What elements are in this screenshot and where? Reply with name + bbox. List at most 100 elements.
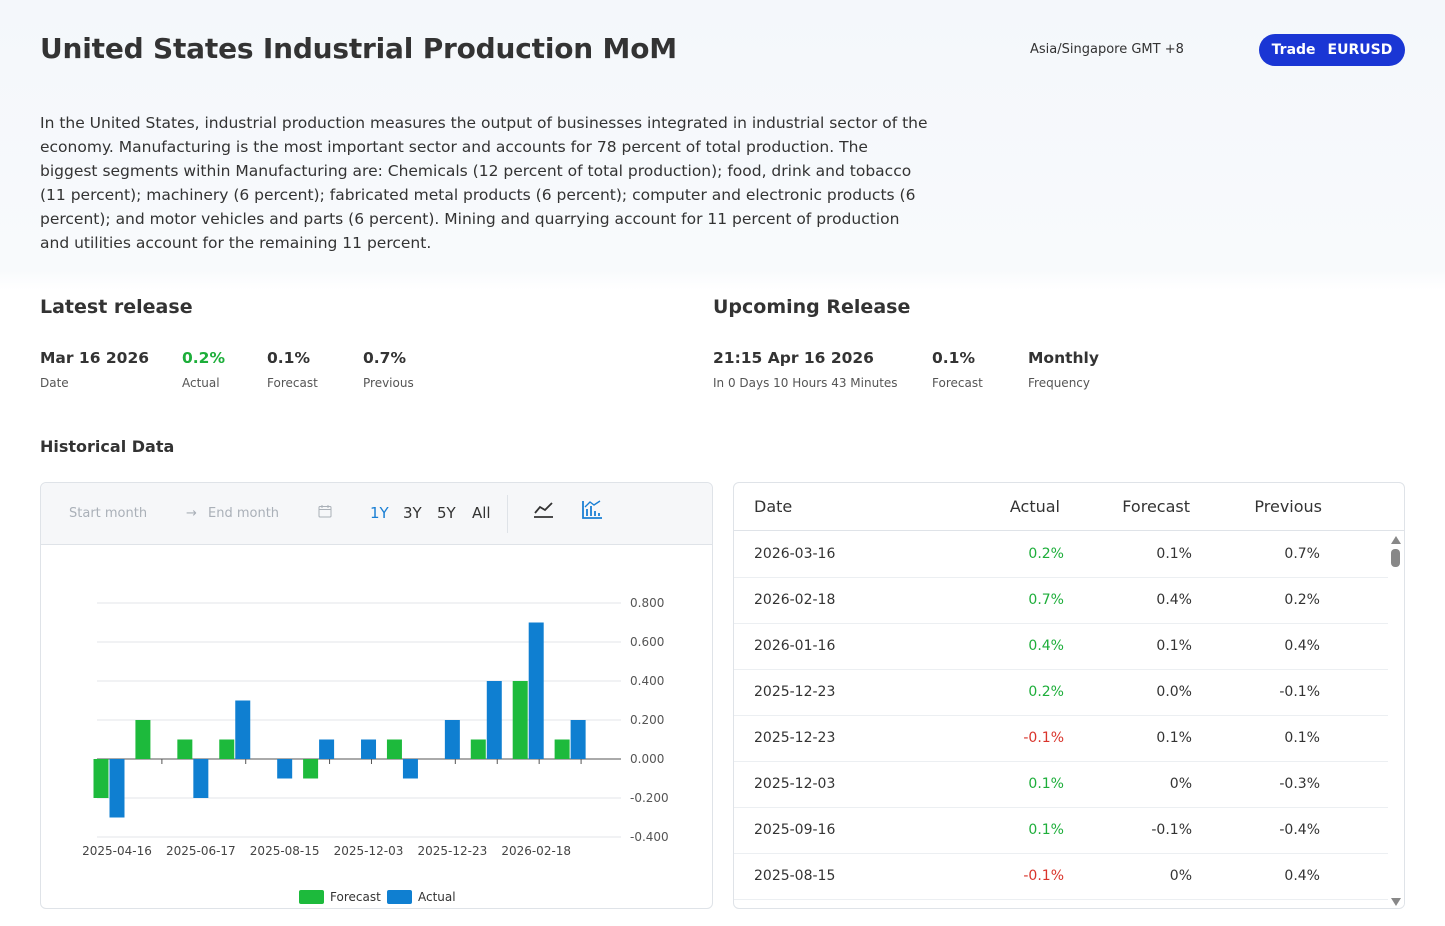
latest-date: Mar 16 2026 Date <box>40 349 149 390</box>
actual-bar <box>486 681 502 759</box>
trade-button-label: Trade <box>1271 42 1316 58</box>
header-actual[interactable]: Actual <box>1009 497 1060 516</box>
table-row[interactable]: 2026-03-16 0.2% 0.1% 0.7% <box>734 532 1390 578</box>
table-row[interactable]: 2026-02-18 0.7% 0.4% 0.2% <box>734 578 1390 624</box>
upcoming-datetime-value: 21:15 Apr 16 2026 <box>713 349 874 367</box>
x-tick-label: 2025-06-17 <box>166 844 236 858</box>
latest-actual: 0.2% Actual <box>182 349 225 390</box>
range-5y-button[interactable]: 5Y <box>437 504 456 522</box>
scroll-down-icon[interactable] <box>1391 898 1401 906</box>
latest-forecast-label: Forecast <box>267 376 318 390</box>
actual-bar <box>570 720 586 759</box>
cell-actual: 0.2% <box>1028 684 1064 700</box>
latest-actual-value: 0.2% <box>182 349 225 367</box>
cell-forecast: -0.1% <box>1151 822 1192 838</box>
latest-release-heading: Latest release <box>40 296 193 318</box>
cell-previous: 0.1% <box>1284 730 1320 746</box>
table-row[interactable]: 2025-09-16 0.1% -0.1% -0.4% <box>734 808 1390 854</box>
x-tick-label: 2025-12-23 <box>417 844 487 858</box>
toolbar-divider <box>507 495 508 533</box>
table-header: Date Actual Forecast Previous <box>734 483 1404 531</box>
upcoming-forecast-label: Forecast <box>932 376 983 390</box>
forecast-bar <box>512 681 528 759</box>
cell-forecast: 0% <box>1169 776 1192 792</box>
x-tick-label: 2026-02-18 <box>501 844 571 858</box>
cell-actual: 0.1% <box>1028 776 1064 792</box>
cell-actual: 0.1% <box>1028 822 1064 838</box>
table-scrollbar[interactable] <box>1388 531 1404 908</box>
forecast-bar <box>303 759 319 779</box>
actual-bar <box>277 759 293 779</box>
header-forecast[interactable]: Forecast <box>1122 497 1190 516</box>
range-3y-button[interactable]: 3Y <box>403 504 422 522</box>
cell-forecast: 0% <box>1169 868 1192 884</box>
bar-chart-icon[interactable] <box>579 497 605 523</box>
header-date[interactable]: Date <box>754 497 793 516</box>
y-tick-label: 0.000 <box>630 752 664 766</box>
scroll-thumb[interactable] <box>1391 549 1400 567</box>
forecast-bar <box>554 739 570 759</box>
y-tick-label: 0.400 <box>630 674 664 688</box>
cell-previous: -0.4% <box>1279 822 1320 838</box>
latest-forecast: 0.1% Forecast <box>267 349 318 390</box>
latest-date-label: Date <box>40 376 69 390</box>
cell-actual: -0.1% <box>1023 868 1064 884</box>
forecast-bar <box>93 759 109 798</box>
actual-bar <box>528 622 544 759</box>
cell-date: 2025-12-23 <box>754 730 836 746</box>
forecast-bar <box>177 739 193 759</box>
y-tick-label: 0.600 <box>630 635 664 649</box>
cell-previous: 0.2% <box>1284 592 1320 608</box>
start-month-input[interactable]: Start month <box>69 506 148 521</box>
x-tick-label: 2025-12-03 <box>334 844 404 858</box>
actual-bar <box>319 739 335 759</box>
cell-date: 2025-12-23 <box>754 684 836 700</box>
range-1y-button[interactable]: 1Y <box>370 504 389 522</box>
latest-date-value: Mar 16 2026 <box>40 349 150 367</box>
cell-previous: -0.1% <box>1279 684 1320 700</box>
cell-forecast: 0.0% <box>1156 684 1192 700</box>
calendar-icon[interactable] <box>318 504 332 522</box>
legend-actual-swatch <box>387 890 412 904</box>
latest-previous-value: 0.7% <box>363 349 406 367</box>
upcoming-frequency-label: Frequency <box>1028 376 1090 390</box>
range-all-button[interactable]: All <box>472 504 491 522</box>
legend-actual-label: Actual <box>418 890 456 904</box>
cell-actual: 0.2% <box>1028 546 1064 562</box>
table-row[interactable]: 2025-12-23 0.2% 0.0% -0.1% <box>734 670 1390 716</box>
upcoming-forecast-value: 0.1% <box>932 349 975 367</box>
actual-bar <box>402 759 418 779</box>
y-tick-label: 0.200 <box>630 713 664 727</box>
x-tick-label: 2025-08-15 <box>250 844 320 858</box>
table-row[interactable]: 2025-08-15 -0.1% 0% 0.4% <box>734 854 1390 900</box>
table-row[interactable]: 2025-12-23 -0.1% 0.1% 0.1% <box>734 716 1390 762</box>
cell-date: 2025-08-15 <box>754 868 836 884</box>
cell-actual: 0.4% <box>1028 638 1064 654</box>
table-row[interactable]: 2026-01-16 0.4% 0.1% 0.4% <box>734 624 1390 670</box>
arrow-right-icon: → <box>186 506 197 521</box>
chart-toolbar: Start month → End month 1Y 3Y 5Y All <box>41 483 712 545</box>
scroll-up-icon[interactable] <box>1391 536 1401 544</box>
legend-forecast-label: Forecast <box>330 890 381 904</box>
line-chart-icon[interactable] <box>531 497 557 523</box>
actual-bar <box>235 700 251 759</box>
chart-panel: Start month → End month 1Y 3Y 5Y All 0.8… <box>40 482 713 909</box>
cell-previous: 0.7% <box>1284 546 1320 562</box>
actual-bar <box>193 759 209 798</box>
actual-bar <box>444 720 460 759</box>
cell-date: 2026-02-18 <box>754 592 836 608</box>
end-month-input[interactable]: End month <box>208 506 280 521</box>
actual-bar <box>361 739 377 759</box>
forecast-bar <box>219 739 235 759</box>
latest-forecast-value: 0.1% <box>267 349 310 367</box>
trade-button[interactable]: Trade EURUSD <box>1259 34 1405 66</box>
cell-forecast: 0.1% <box>1156 730 1192 746</box>
historical-data-heading: Historical Data <box>40 437 175 456</box>
table-row[interactable]: 2025-12-03 0.1% 0% -0.3% <box>734 762 1390 808</box>
upcoming-release-heading: Upcoming Release <box>713 296 911 318</box>
cell-forecast: 0.1% <box>1156 546 1192 562</box>
cell-previous: -0.3% <box>1279 776 1320 792</box>
header-previous[interactable]: Previous <box>1254 497 1322 516</box>
timezone-label[interactable]: Asia/Singapore GMT +8 <box>1030 42 1184 57</box>
cell-actual: 0.7% <box>1028 592 1064 608</box>
